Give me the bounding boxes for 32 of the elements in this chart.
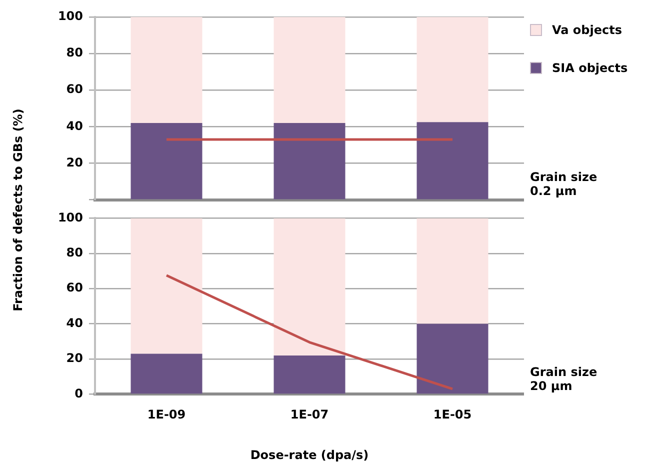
y-tick-label: 40 [66,316,83,330]
bar [130,218,202,354]
y-tick-label: 40 [66,118,83,133]
legend-label: SIA objects [552,61,628,75]
x-tick-label: 1E-05 [433,408,472,422]
y-axis-title: Fraction of defects to GBs (%) [11,108,26,314]
y-tick-label: 60 [66,280,83,295]
bar [274,355,346,394]
bar [130,354,202,394]
x-tick-label: 1E-09 [147,408,186,422]
y-tick-label: 0 [74,386,83,400]
x-axis-title: Dose-rate (dpa/s) [250,448,369,462]
bar [130,17,202,124]
y-tick-label: 60 [66,82,83,96]
x-tick-label: 1E-07 [290,408,329,422]
y-tick-label: 80 [66,46,83,60]
bar [274,123,346,200]
bar [416,218,488,324]
bar [416,324,488,394]
y-tick-label: 20 [66,155,83,170]
bar [274,17,346,124]
legend-label: Va objects [552,23,622,37]
bar [274,218,346,356]
y-tick-label: 20 [66,351,83,366]
y-tick-label: 100 [58,210,83,224]
text: Grain size 0.2 µm [530,170,598,198]
bar [130,123,202,200]
y-tick-label: 100 [58,9,83,24]
bar [416,17,488,122]
y-tick-label: 80 [66,246,83,260]
bar [416,122,488,200]
text: Grain size 20 µm [530,365,598,393]
